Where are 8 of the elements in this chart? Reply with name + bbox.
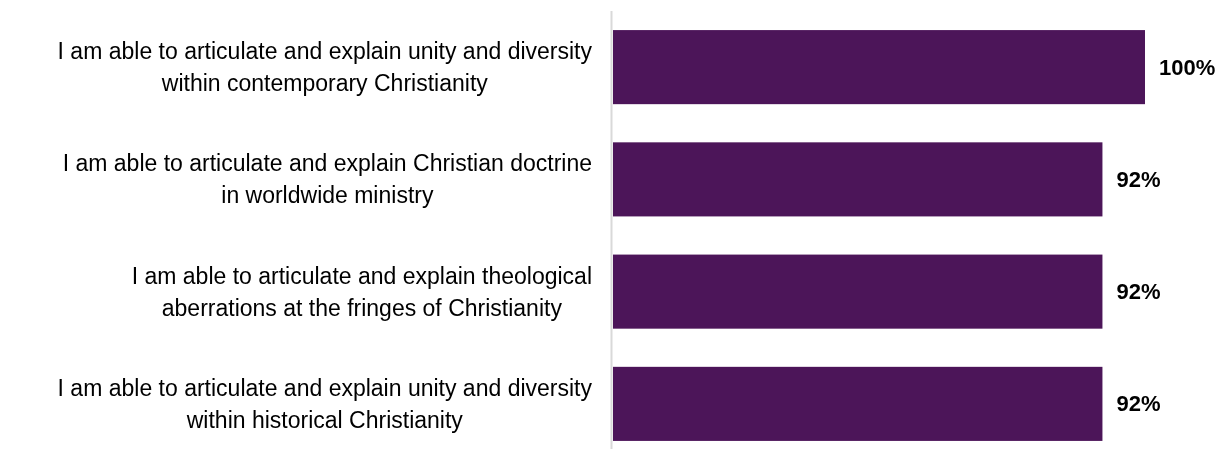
data-label: 92%: [1116, 166, 1161, 192]
data-label: 92%: [1116, 279, 1161, 305]
y-tick-label: I am able to articulate and explain unity and diversity within contemporary Christianity: [57, 38, 593, 97]
y-tick-label: I am able to articulate and explain Christian doctrine in worldwide ministry: [62, 150, 592, 209]
data-label: 100%: [1159, 54, 1216, 80]
y-tick-label: I am able to articulate and explain unity and diversity within historical Christianity: [57, 374, 593, 433]
y-tick-label: I am able to articulate and explain theological aberrations at the fringes of Christianity: [131, 262, 592, 321]
data-label: 92%: [1116, 391, 1161, 417]
